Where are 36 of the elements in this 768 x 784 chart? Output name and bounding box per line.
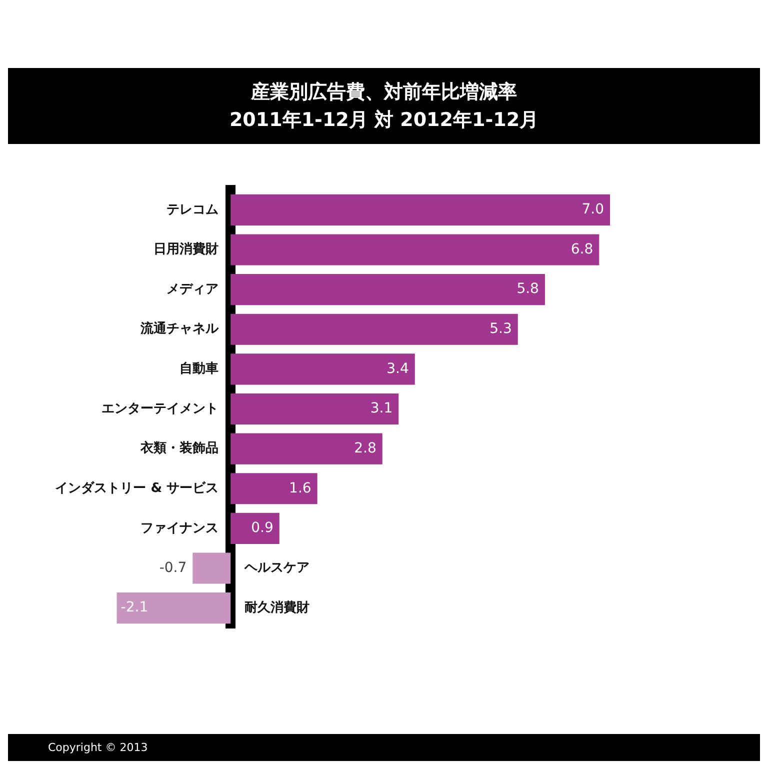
data-label: 7.0 (582, 202, 604, 218)
data-label: 3.1 (370, 400, 393, 417)
y-tick-label: 耐久消費財 (244, 600, 310, 616)
bar (230, 473, 318, 504)
y-tick-label: 日用消費財 (154, 242, 219, 258)
bar (230, 393, 399, 425)
y-tick-label: エンターテイメント (102, 401, 219, 416)
data-label: 6.8 (570, 241, 594, 258)
data-label: -2.1 (120, 600, 148, 616)
y-tick-label: 自動車 (180, 362, 219, 377)
text: Copyright © 2013 (8, 734, 760, 761)
data-label: 0.9 (251, 520, 274, 536)
bar (230, 433, 382, 464)
bar (230, 274, 545, 306)
y-tick-label: 衣類・装飾品 (140, 440, 219, 456)
data-label: 5.8 (516, 281, 539, 298)
chart-title: 産業別広告費、対前年比増減率 (250, 80, 518, 105)
bar (230, 512, 280, 544)
y-tick-label: 流通チャネル (140, 320, 220, 337)
y-tick-label: インダストリー & サービス (55, 481, 219, 496)
y-tick-label: メディア (166, 282, 219, 297)
bar (230, 354, 415, 385)
data-label: 5.3 (490, 321, 512, 338)
data-label: 2.8 (354, 440, 376, 456)
data-label: 1.6 (289, 480, 312, 496)
data-label: 3.4 (386, 360, 409, 377)
chart-subtitle: 2011年1-12月 対 2012年1-12月 (228, 108, 540, 133)
y-tick-label: テレコム (166, 202, 219, 218)
bar (230, 194, 610, 226)
bar (192, 552, 231, 584)
bar (230, 314, 518, 345)
bar (116, 592, 231, 624)
y-tick-label: ヘルスケア (244, 560, 310, 576)
y-tick-label: ファイナンス (140, 520, 219, 536)
bar (230, 234, 600, 266)
data-label: -0.7 (159, 560, 187, 576)
